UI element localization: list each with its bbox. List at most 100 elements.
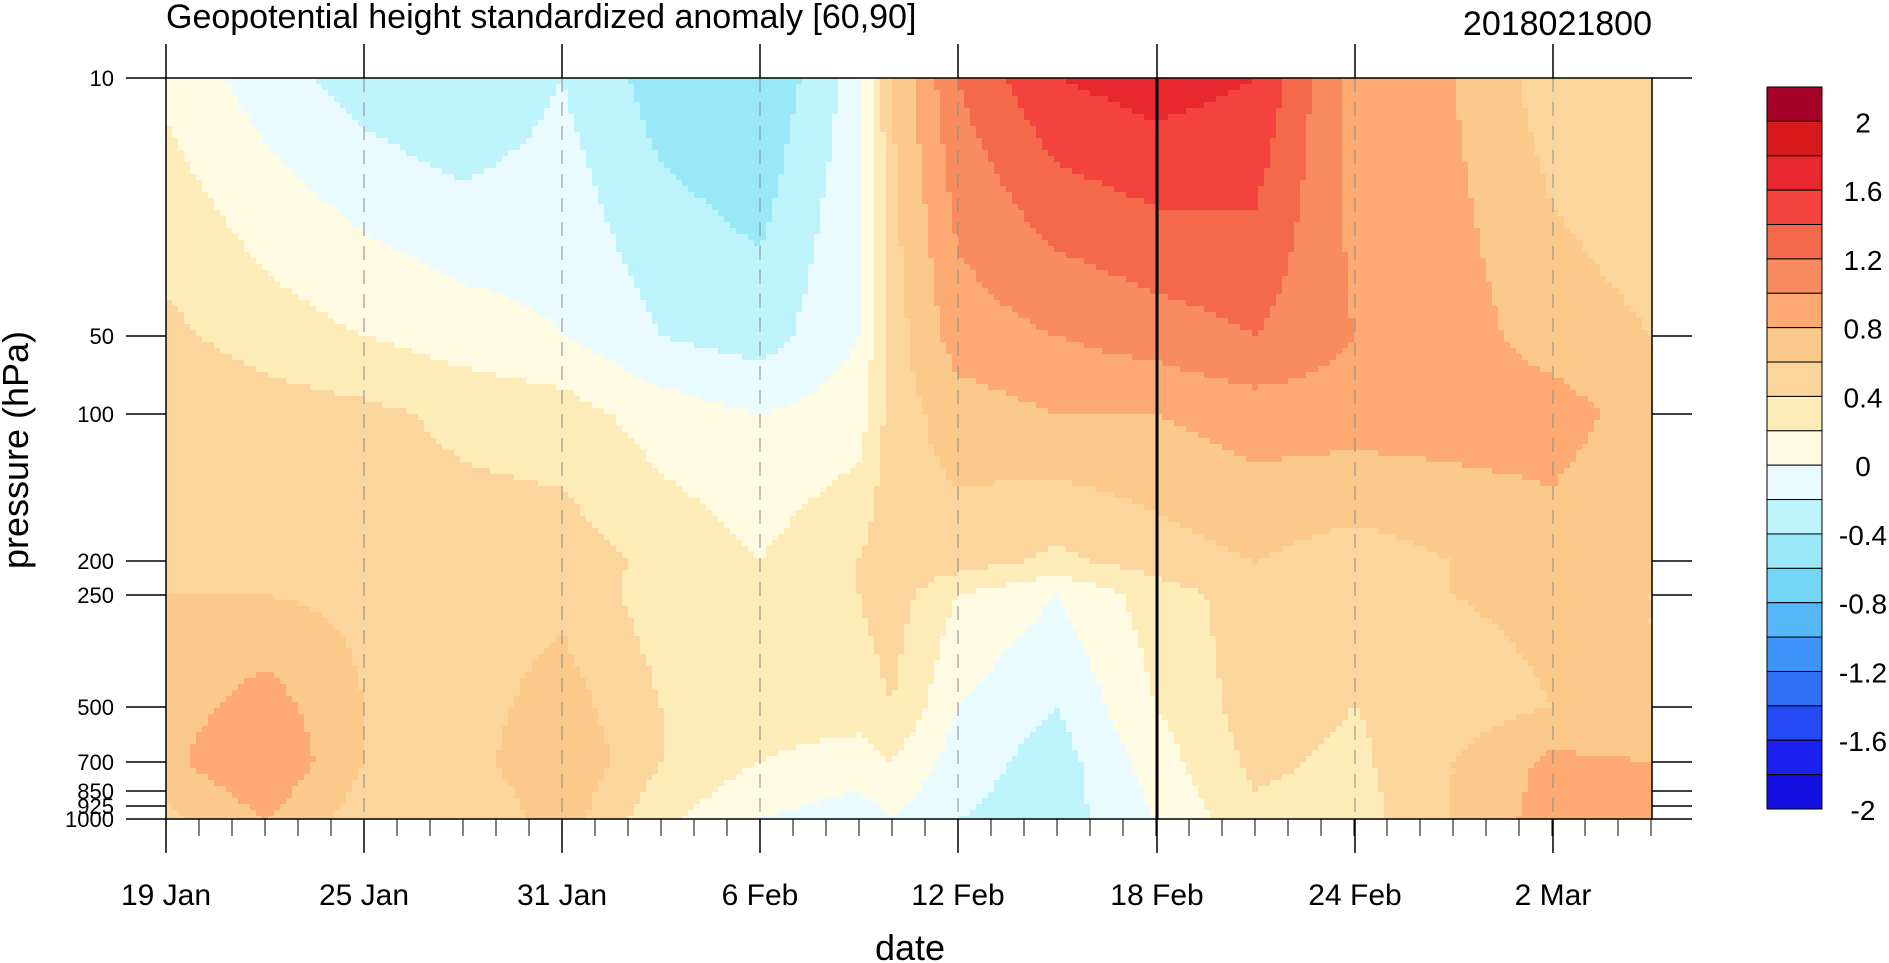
anomaly-cell bbox=[232, 312, 239, 319]
anomaly-cell bbox=[268, 570, 275, 577]
anomaly-cell bbox=[226, 294, 233, 301]
anomaly-cell bbox=[274, 336, 281, 343]
anomaly-cell bbox=[172, 78, 179, 85]
anomaly-cell bbox=[286, 744, 293, 751]
anomaly-cell bbox=[178, 690, 185, 697]
anomaly-cell bbox=[226, 348, 233, 355]
anomaly-cell bbox=[214, 546, 221, 553]
anomaly-cell bbox=[256, 738, 263, 745]
anomaly-cell bbox=[178, 600, 185, 607]
anomaly-cell bbox=[316, 102, 323, 109]
anomaly-cell bbox=[316, 336, 323, 343]
anomaly-cell bbox=[244, 744, 251, 751]
anomaly-cell bbox=[220, 288, 227, 295]
anomaly-cell bbox=[208, 366, 215, 373]
anomaly-cell bbox=[232, 180, 239, 187]
anomaly-cell bbox=[316, 114, 323, 121]
anomaly-cell bbox=[172, 438, 179, 445]
anomaly-cell bbox=[184, 786, 191, 793]
anomaly-cell bbox=[286, 270, 293, 277]
anomaly-cell bbox=[178, 252, 185, 259]
anomaly-cell bbox=[208, 582, 215, 589]
anomaly-cell bbox=[172, 360, 179, 367]
anomaly-cell bbox=[178, 222, 185, 229]
anomaly-cell bbox=[310, 768, 317, 775]
anomaly-cell bbox=[226, 132, 233, 139]
anomaly-cell bbox=[244, 648, 251, 655]
anomaly-cell bbox=[208, 660, 215, 667]
anomaly-cell bbox=[310, 300, 317, 307]
anomaly-cell bbox=[202, 246, 209, 253]
anomaly-cell bbox=[262, 720, 269, 727]
anomaly-cell bbox=[304, 666, 311, 673]
anomaly-cell bbox=[202, 534, 209, 541]
anomaly-cell bbox=[274, 546, 281, 553]
anomaly-cell bbox=[274, 162, 281, 169]
anomaly-cell bbox=[244, 402, 251, 409]
anomaly-cell bbox=[232, 294, 239, 301]
anomaly-cell bbox=[166, 186, 173, 193]
anomaly-cell bbox=[172, 708, 179, 715]
anomaly-cell bbox=[232, 546, 239, 553]
anomaly-cell bbox=[274, 402, 281, 409]
anomaly-cell bbox=[292, 198, 299, 205]
anomaly-cell bbox=[172, 552, 179, 559]
anomaly-cell bbox=[304, 552, 311, 559]
anomaly-cell bbox=[238, 642, 245, 649]
anomaly-cell bbox=[202, 438, 209, 445]
anomaly-cell bbox=[286, 282, 293, 289]
anomaly-cell bbox=[274, 408, 281, 415]
anomaly-cell bbox=[310, 306, 317, 313]
anomaly-cell bbox=[286, 600, 293, 607]
anomaly-cell bbox=[190, 210, 197, 217]
anomaly-cell bbox=[184, 552, 191, 559]
anomaly-cell bbox=[280, 330, 287, 337]
anomaly-cell bbox=[226, 726, 233, 733]
anomaly-cell bbox=[202, 120, 209, 127]
anomaly-cell bbox=[220, 126, 227, 133]
anomaly-cell bbox=[268, 456, 275, 463]
anomaly-cell bbox=[202, 138, 209, 145]
anomaly-cell bbox=[244, 660, 251, 667]
anomaly-cell bbox=[220, 312, 227, 319]
anomaly-cell bbox=[244, 306, 251, 313]
anomaly-cell bbox=[268, 144, 275, 151]
anomaly-cell bbox=[226, 750, 233, 757]
anomaly-cell bbox=[202, 504, 209, 511]
anomaly-cell bbox=[214, 120, 221, 127]
anomaly-cell bbox=[214, 564, 221, 571]
anomaly-cell bbox=[232, 726, 239, 733]
anomaly-cell bbox=[268, 666, 275, 673]
anomaly-cell bbox=[208, 474, 215, 481]
anomaly-cell bbox=[250, 210, 257, 217]
anomaly-cell bbox=[298, 792, 305, 799]
anomaly-cell bbox=[256, 426, 263, 433]
anomaly-cell bbox=[226, 606, 233, 613]
anomaly-cell bbox=[202, 150, 209, 157]
anomaly-cell bbox=[220, 516, 227, 523]
anomaly-cell bbox=[184, 480, 191, 487]
anomaly-cell bbox=[172, 570, 179, 577]
anomaly-cell bbox=[244, 90, 251, 97]
anomaly-cell bbox=[226, 180, 233, 187]
anomaly-cell bbox=[226, 240, 233, 247]
anomaly-cell bbox=[214, 174, 221, 181]
anomaly-cell bbox=[178, 366, 185, 373]
anomaly-cell bbox=[202, 498, 209, 505]
anomaly-cell bbox=[208, 234, 215, 241]
anomaly-cell bbox=[172, 792, 179, 799]
anomaly-cell bbox=[280, 498, 287, 505]
anomaly-cell bbox=[316, 684, 323, 691]
anomaly-cell bbox=[292, 804, 299, 811]
anomaly-cell bbox=[166, 774, 173, 781]
anomaly-cell bbox=[298, 510, 305, 517]
anomaly-cell bbox=[190, 678, 197, 685]
anomaly-cell bbox=[304, 564, 311, 571]
anomaly-cell bbox=[190, 390, 197, 397]
anomaly-cell bbox=[274, 264, 281, 271]
anomaly-cell bbox=[268, 108, 275, 115]
anomaly-cell bbox=[262, 552, 269, 559]
anomaly-cell bbox=[268, 246, 275, 253]
anomaly-cell bbox=[190, 660, 197, 667]
anomaly-cell bbox=[190, 528, 197, 535]
